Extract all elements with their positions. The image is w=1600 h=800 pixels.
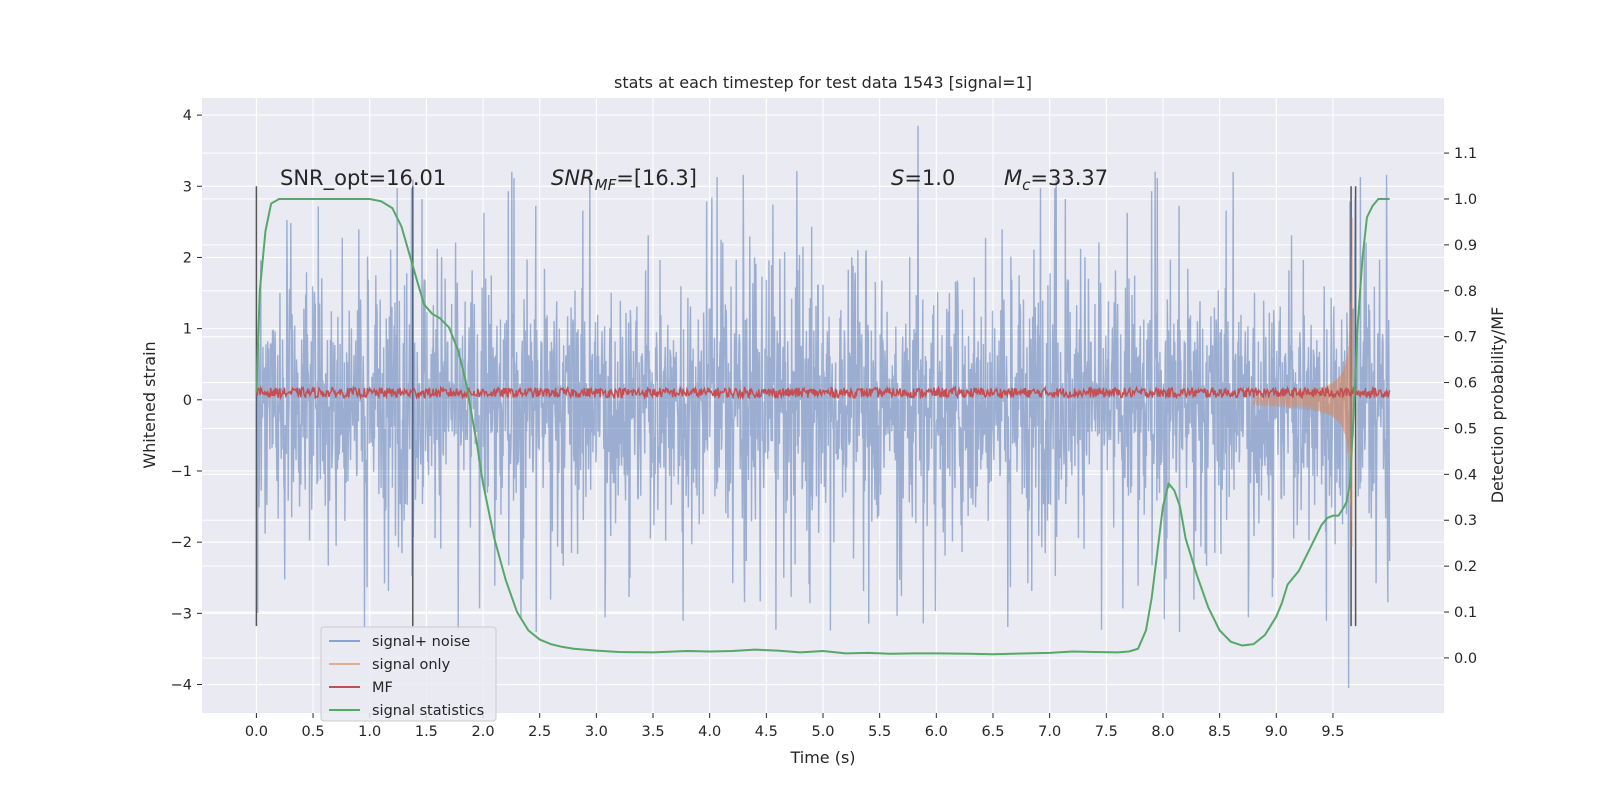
legend-label: signal statistics [372, 703, 484, 719]
chart-title: stats at each timestep for test data 154… [614, 73, 1032, 92]
y2-tick-label: 0.8 [1454, 284, 1477, 300]
y-tick-label: −3 [171, 606, 192, 622]
x-tick-label: 2.5 [528, 724, 551, 740]
snr-mf-base: SNR [551, 166, 595, 190]
s-value: =1.0 [904, 166, 955, 190]
x-tick-label: 9.0 [1265, 724, 1288, 740]
signal-statistics-line [255, 197, 1390, 656]
x-tick-label: 3.5 [641, 724, 664, 740]
y2-tick-label: 0.0 [1454, 651, 1477, 667]
y-tick-label: 0 [183, 393, 192, 409]
mc-subscript: c [1022, 176, 1031, 194]
y2-tick-label: 0.5 [1454, 421, 1477, 437]
x-tick-label: 1.0 [358, 724, 381, 740]
x-tick-label: 5.0 [811, 724, 834, 740]
y-axis-ticks: 4 3 2 1 0 −1 −2 −3 −4 [171, 108, 202, 694]
x-tick-label: 5.5 [868, 724, 891, 740]
mc-value: =33.37 [1030, 166, 1108, 190]
y2-tick-label: 0.6 [1454, 376, 1477, 392]
annotation-mc: Mc=33.37 [1004, 166, 1108, 194]
y-tick-label: 4 [183, 108, 192, 124]
y-tick-label: −1 [171, 464, 192, 480]
y2-axis-ticks: 1.1 1.0 0.9 0.8 0.7 0.6 0.5 0.4 0.3 0.2 0.1 0.0 [1444, 146, 1477, 667]
annotation-snr-mf: SNRMF=[16.3] [551, 166, 697, 194]
signal-noise-series [255, 125, 1391, 689]
mf-series [255, 384, 1391, 401]
snr-mf-subscript: MF [595, 176, 617, 194]
annotation-s: S=1.0 [891, 166, 955, 190]
x-tick-label: 8.0 [1151, 724, 1174, 740]
x-tick-label: 4.5 [755, 724, 778, 740]
mc-base: M [1004, 166, 1022, 190]
y2-tick-label: 0.7 [1454, 330, 1477, 346]
y2-tick-label: 0.4 [1454, 467, 1477, 483]
snr-mf-value: =[16.3] [616, 166, 697, 190]
x-tick-label: 3.0 [585, 724, 608, 740]
x-tick-label: 8.5 [1208, 724, 1231, 740]
legend-label: signal+ noise [372, 634, 470, 650]
x-tick-label: 7.5 [1095, 724, 1118, 740]
x-axis-ticks: 0.0 0.5 1.0 1.5 2.0 2.5 3.0 3.5 4.0 4.5 5.0 5.5 6.0 6… [245, 713, 1344, 740]
y2-tick-label: 1.1 [1454, 146, 1477, 162]
legend-box [320, 626, 497, 722]
y2-tick-label: 0.2 [1454, 559, 1477, 575]
y2-axis-label: Detection probability/MF [1488, 307, 1507, 504]
y-axis-label: Whitened strain [140, 341, 159, 468]
y-tick-label: −4 [171, 678, 192, 694]
x-tick-label: 6.5 [981, 724, 1004, 740]
x-tick-label: 0.0 [245, 724, 268, 740]
x-tick-label: 7.0 [1038, 724, 1061, 740]
signal-noise-line [255, 125, 1391, 689]
legend: signal+ noise signal only MF signal statist… [320, 626, 497, 722]
legend-label: signal only [372, 657, 451, 673]
mf-line [255, 384, 1391, 401]
y-tick-label: 2 [183, 250, 192, 266]
x-axis-label: Time (s) [789, 748, 855, 767]
y-tick-label: 3 [183, 179, 192, 195]
y2-tick-label: 0.1 [1454, 605, 1477, 621]
y2-tick-label: 0.9 [1454, 238, 1477, 254]
x-tick-label: 9.5 [1321, 724, 1344, 740]
y-tick-label: −2 [171, 535, 192, 551]
legend-label: MF [372, 680, 393, 696]
signal-statistics-series [255, 197, 1390, 656]
x-tick-label: 4.0 [698, 724, 721, 740]
x-tick-label: 0.5 [302, 724, 325, 740]
y2-tick-label: 0.3 [1454, 513, 1477, 529]
y2-tick-label: 1.0 [1454, 192, 1477, 208]
s-symbol: S [891, 166, 904, 190]
y-tick-label: 1 [183, 322, 192, 338]
x-tick-label: 2.0 [472, 724, 495, 740]
x-tick-label: 1.5 [415, 724, 438, 740]
annotation-snr-opt: SNR_opt=16.01 [280, 166, 446, 191]
x-tick-label: 6.0 [925, 724, 948, 740]
